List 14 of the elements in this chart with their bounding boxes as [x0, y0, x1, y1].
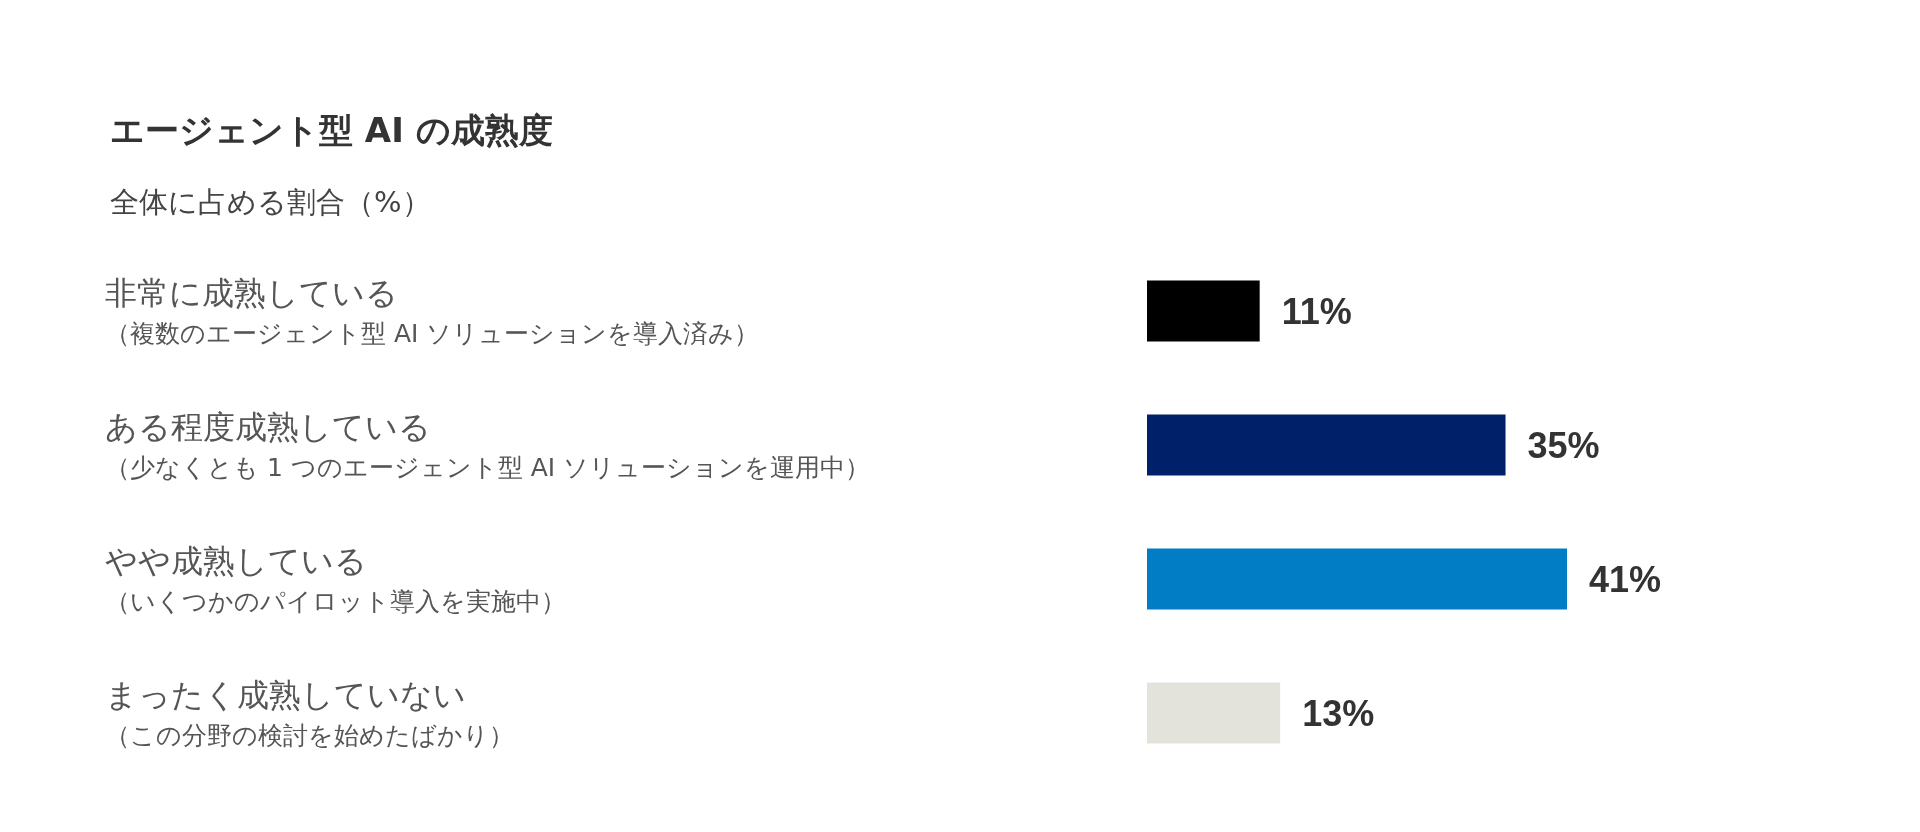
y-tick-label: まったく成熟していない（この分野の検討を始めたばかり） [105, 676, 514, 750]
y-tick-label: ある程度成熟している（少なくとも 1 つのエージェント型 AI ソリューションを運用中） [105, 408, 871, 482]
text: エージェント型 AI の成熟度 [110, 110, 553, 150]
bar [1147, 548, 1567, 610]
bar [1147, 414, 1506, 476]
y-tick-label: 非常に成熟している（複数のエージェント型 AI ソリューションを導入済み） [105, 274, 760, 348]
data-label: 35% [1527, 424, 1600, 466]
data-label: 11% [1281, 290, 1352, 332]
bar [1147, 280, 1260, 342]
bar [1147, 682, 1281, 744]
y-tick-label: やや成熟している（いくつかのパイロット導入を実施中） [105, 542, 566, 616]
data-label: 41% [1589, 558, 1662, 600]
text: 全体に占める割合（%） [110, 184, 431, 219]
data-label: 13% [1302, 692, 1375, 734]
